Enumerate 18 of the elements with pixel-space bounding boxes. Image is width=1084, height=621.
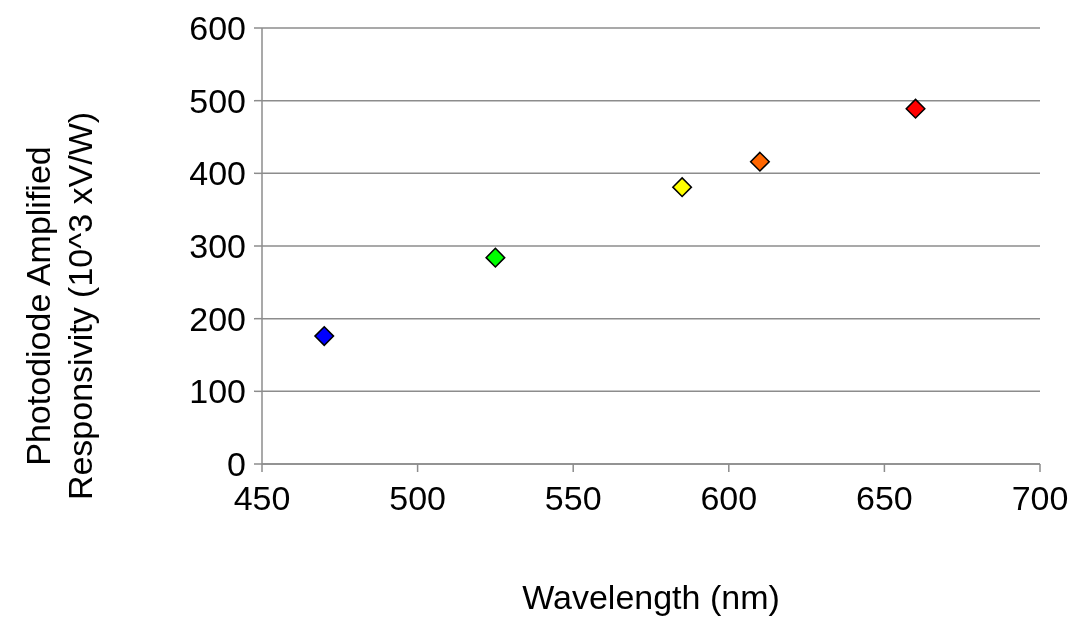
- y-axis-title: Photodiode Amplified Responsivity (10^3 xV/W): [19, 111, 99, 501]
- x-tick-label: 700: [1011, 479, 1069, 517]
- y-tick-label: 300: [189, 226, 246, 265]
- point: [314, 326, 335, 347]
- x-tick-label: 500: [389, 479, 446, 517]
- x-axis-title: Wavelength (nm): [522, 578, 780, 616]
- point: [905, 98, 926, 119]
- x-tick-label: 600: [700, 479, 758, 517]
- y-tick-label: 200: [189, 299, 246, 338]
- y-tick-label: 600: [189, 8, 246, 47]
- point: [749, 151, 770, 172]
- y-tick-label: 500: [189, 81, 246, 120]
- x-tick-label: 550: [544, 479, 602, 517]
- y-tick-label: 400: [189, 154, 246, 193]
- point: [485, 247, 506, 268]
- point: [672, 177, 693, 198]
- y-tick-label: 100: [189, 372, 246, 411]
- x-tick-label: 650: [856, 479, 913, 517]
